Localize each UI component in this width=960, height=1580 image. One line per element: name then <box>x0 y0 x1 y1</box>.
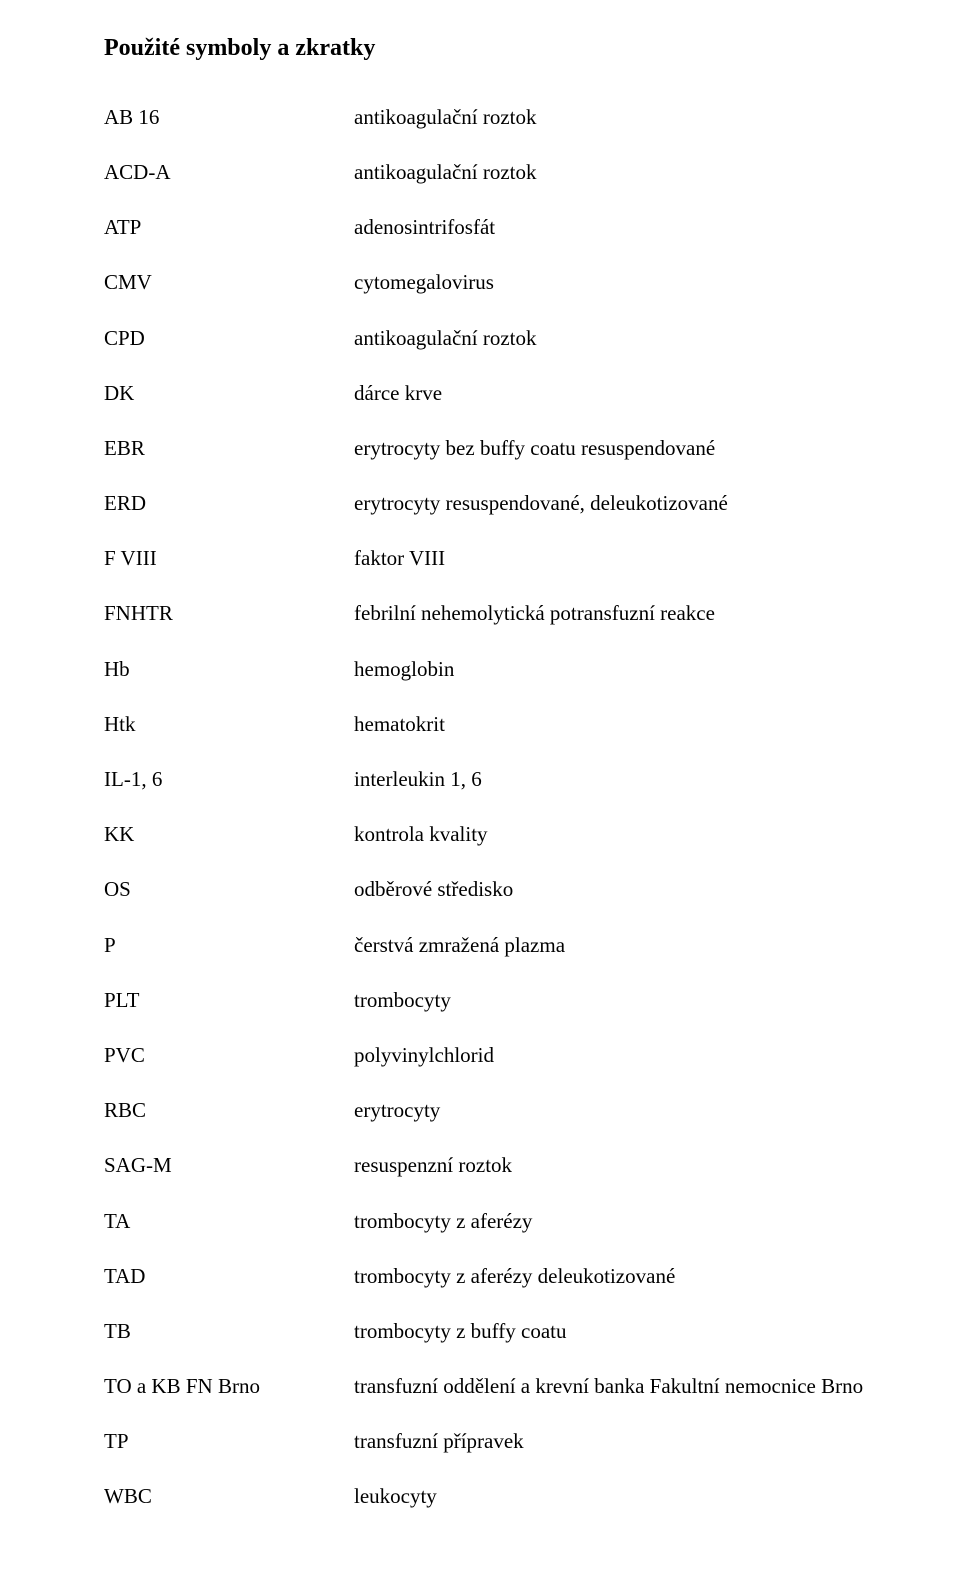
definition: odběrové středisko <box>354 877 880 902</box>
definition: transfuzní přípravek <box>354 1429 880 1454</box>
abbreviation-row: EBRerytrocyty bez buffy coatu resuspendo… <box>104 436 880 461</box>
definition: trombocyty <box>354 988 880 1013</box>
abbreviation-row: KKkontrola kvality <box>104 822 880 847</box>
abbreviation-row: Pčerstvá zmražená plazma <box>104 933 880 958</box>
definition: erytrocyty bez buffy coatu resuspendovan… <box>354 436 880 461</box>
abbreviation-row: OSodběrové středisko <box>104 877 880 902</box>
definition: kontrola kvality <box>354 822 880 847</box>
definition: hemoglobin <box>354 657 880 682</box>
definition: trombocyty z aferézy <box>354 1209 880 1234</box>
abbreviation-row: TAtrombocyty z aferézy <box>104 1209 880 1234</box>
abbreviation: Hb <box>104 657 354 682</box>
definition: antikoagulační roztok <box>354 105 880 130</box>
abbreviation: OS <box>104 877 354 902</box>
abbreviation: RBC <box>104 1098 354 1123</box>
abbreviation-row: IL-1, 6interleukin 1, 6 <box>104 767 880 792</box>
document-page: Použité symboly a zkratky AB 16antikoagu… <box>0 0 960 1580</box>
abbreviation-row: TADtrombocyty z aferézy deleukotizované <box>104 1264 880 1289</box>
abbreviation: TA <box>104 1209 354 1234</box>
definition: febrilní nehemolytická potransfuzní reak… <box>354 601 880 626</box>
definition: čerstvá zmražená plazma <box>354 933 880 958</box>
abbreviation-row: ATPadenosintrifosfát <box>104 215 880 240</box>
definition: trombocyty z aferézy deleukotizované <box>354 1264 880 1289</box>
abbreviation: PLT <box>104 988 354 1013</box>
abbreviation: ATP <box>104 215 354 240</box>
definition: resuspenzní roztok <box>354 1153 880 1178</box>
abbreviation: TO a KB FN Brno <box>104 1374 354 1399</box>
abbreviation: Htk <box>104 712 354 737</box>
abbreviation-row: CMVcytomegalovirus <box>104 270 880 295</box>
definition: transfuzní oddělení a krevní banka Fakul… <box>354 1374 880 1399</box>
abbreviation-row: ACD-Aantikoagulační roztok <box>104 160 880 185</box>
page-title: Použité symboly a zkratky <box>104 34 880 63</box>
definition: faktor VIII <box>354 546 880 571</box>
abbreviation-row: Hbhemoglobin <box>104 657 880 682</box>
abbreviation: TB <box>104 1319 354 1344</box>
abbreviation-row: Htkhematokrit <box>104 712 880 737</box>
abbreviation: CPD <box>104 326 354 351</box>
definition: leukocyty <box>354 1484 880 1509</box>
abbreviation-row: SAG-Mresuspenzní roztok <box>104 1153 880 1178</box>
abbreviation-row: RBCerytrocyty <box>104 1098 880 1123</box>
definition: trombocyty z buffy coatu <box>354 1319 880 1344</box>
abbreviation: F VIII <box>104 546 354 571</box>
abbreviation-row: PLTtrombocyty <box>104 988 880 1013</box>
definition: adenosintrifosfát <box>354 215 880 240</box>
definition: antikoagulační roztok <box>354 326 880 351</box>
definition: dárce krve <box>354 381 880 406</box>
definition: hematokrit <box>354 712 880 737</box>
abbreviation-row: WBCleukocyty <box>104 1484 880 1509</box>
abbreviation: FNHTR <box>104 601 354 626</box>
abbreviation: AB 16 <box>104 105 354 130</box>
abbreviation: PVC <box>104 1043 354 1068</box>
definition: antikoagulační roztok <box>354 160 880 185</box>
abbreviation-row: F VIIIfaktor VIII <box>104 546 880 571</box>
abbreviation-list: AB 16antikoagulační roztokACD-Aantikoagu… <box>104 105 880 1510</box>
abbreviation-row: TO a KB FN Brnotransfuzní oddělení a kre… <box>104 1374 880 1399</box>
abbreviation-row: DKdárce krve <box>104 381 880 406</box>
abbreviation: KK <box>104 822 354 847</box>
definition: erytrocyty <box>354 1098 880 1123</box>
abbreviation-row: CPDantikoagulační roztok <box>104 326 880 351</box>
abbreviation: SAG-M <box>104 1153 354 1178</box>
abbreviation-row: AB 16antikoagulační roztok <box>104 105 880 130</box>
abbreviation-row: TPtransfuzní přípravek <box>104 1429 880 1454</box>
abbreviation: TAD <box>104 1264 354 1289</box>
abbreviation: P <box>104 933 354 958</box>
abbreviation: DK <box>104 381 354 406</box>
abbreviation: CMV <box>104 270 354 295</box>
abbreviation: EBR <box>104 436 354 461</box>
definition: polyvinylchlorid <box>354 1043 880 1068</box>
abbreviation-row: PVCpolyvinylchlorid <box>104 1043 880 1068</box>
abbreviation: ERD <box>104 491 354 516</box>
definition: cytomegalovirus <box>354 270 880 295</box>
abbreviation: IL-1, 6 <box>104 767 354 792</box>
abbreviation: WBC <box>104 1484 354 1509</box>
abbreviation-row: FNHTRfebrilní nehemolytická potransfuzní… <box>104 601 880 626</box>
abbreviation: TP <box>104 1429 354 1454</box>
definition: erytrocyty resuspendované, deleukotizova… <box>354 491 880 516</box>
abbreviation-row: ERDerytrocyty resuspendované, deleukotiz… <box>104 491 880 516</box>
definition: interleukin 1, 6 <box>354 767 880 792</box>
abbreviation-row: TBtrombocyty z buffy coatu <box>104 1319 880 1344</box>
abbreviation: ACD-A <box>104 160 354 185</box>
